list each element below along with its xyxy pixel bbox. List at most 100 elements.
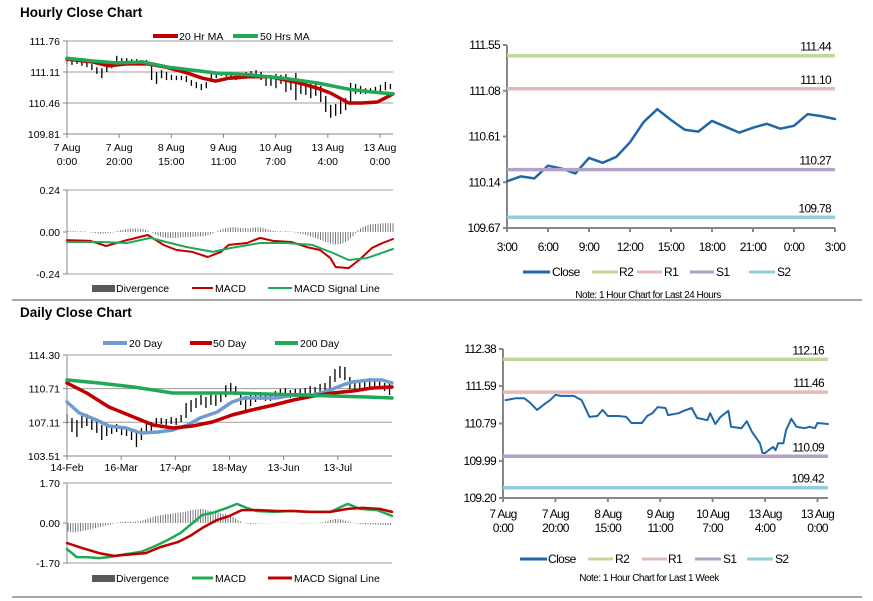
x-tick-label: 7 Aug [54, 142, 81, 154]
x-tick-label: 15:00 [595, 521, 623, 535]
x-tick-label: 0:00 [784, 240, 806, 254]
x-tick-label: 17-Apr [160, 462, 192, 474]
hourly-macd-legend: Divergence MACD MACD Signal Line [92, 283, 380, 295]
series-line-macd-signal-line [65, 506, 394, 558]
daily-chart-title: Daily Close Chart [20, 305, 132, 320]
weekly-pivot-legend: Close R2 R1 S1 S2 [520, 552, 790, 566]
x-tick-label: 4:00 [755, 521, 777, 535]
x-tick-label: 11:00 [647, 521, 674, 535]
y-tick-label: 114.30 [29, 350, 60, 362]
y-tick-label: 111.55 [469, 38, 501, 52]
x-tick-label: 13 Aug [749, 507, 782, 521]
x-tick-label: 7:00 [702, 521, 724, 535]
x-tick-label: 9:00 [579, 240, 601, 254]
y-tick-label: 107.11 [29, 417, 60, 429]
y-tick-label: 110.61 [468, 130, 501, 144]
legend-label-r1: R1 [668, 552, 683, 566]
y-tick-label: 110.14 [468, 175, 501, 189]
y-tick-label: 109.67 [467, 221, 501, 235]
legend-label-20hr-ma: 20 Hr MA [179, 31, 223, 43]
x-tick-label: 15:00 [158, 156, 184, 168]
level-label-r2: 112.16 [792, 343, 825, 357]
y-tick-label: 0.00 [40, 518, 61, 530]
series-line-macd-signal-line [66, 236, 394, 261]
legend-label-divergence: Divergence [116, 573, 169, 585]
x-tick-label: 8 Aug [594, 507, 621, 521]
x-tick-label: 7:00 [265, 156, 286, 168]
x-tick-label: 9 Aug [210, 142, 237, 154]
x-tick-label: 21:00 [740, 240, 768, 254]
x-tick-label: 0:00 [57, 156, 78, 168]
series-line-200-day [65, 378, 394, 400]
series-line-20-hr-ma [65, 57, 395, 105]
y-tick-label: 111.11 [30, 67, 60, 79]
x-tick-label: 13 Aug [801, 507, 834, 521]
hourly-price-legend: 20 Hr MA 50 Hrs MA [153, 31, 310, 43]
x-tick-label: 8 Aug [158, 142, 185, 154]
legend-label-20-day: 20 Day [129, 338, 163, 350]
y-tick-label: 109.81 [28, 129, 60, 141]
x-tick-label: 13-Jul [324, 462, 353, 474]
hourly-chart-title: Hourly Close Chart [20, 5, 143, 20]
daily-price-legend: 20 Day 50 Day 200 Day [103, 338, 340, 350]
daily-macd-legend: Divergence MACD MACD Signal Line [92, 573, 380, 585]
series-line-20-day [65, 378, 394, 435]
y-tick-label: 110.71 [29, 384, 60, 396]
x-tick-label: 16-Mar [105, 462, 139, 474]
legend-label-s1: S1 [716, 265, 730, 279]
y-tick-label: 1.70 [40, 478, 61, 490]
x-tick-label: 20:00 [542, 521, 570, 535]
x-tick-label: 3:00 [497, 240, 519, 254]
legend-label-50hrs-ma: 50 Hrs MA [260, 31, 310, 43]
hourly-pivot-plot: 111.55 111.08 110.61 110.14 109.67 3:00 6:00 9:… [467, 38, 847, 254]
level-label-s1: 110.09 [792, 440, 825, 454]
x-tick-label: 12:00 [617, 240, 645, 254]
y-tick-label: 111.76 [29, 36, 60, 48]
x-tick-label: 10 Aug [696, 507, 729, 521]
x-tick-label: 7 Aug [106, 142, 133, 154]
x-tick-label: 18-May [212, 462, 248, 474]
y-tick-label: 111.59 [465, 379, 497, 393]
legend-swatch-divergence [92, 285, 115, 292]
legend-label-s2: S2 [775, 552, 789, 566]
y-tick-label: 0.00 [40, 227, 61, 239]
x-tick-label: 18:00 [699, 240, 727, 254]
y-tick-label: 111.08 [469, 84, 501, 98]
legend-label-divergence: Divergence [116, 283, 169, 295]
level-label-s1: 110.27 [799, 154, 832, 168]
y-tick-label: 110.46 [29, 98, 60, 110]
level-label-r1: 111.46 [793, 376, 825, 390]
legend-label-close: Close [552, 265, 581, 279]
x-tick-label: 4:00 [318, 156, 339, 168]
series-line-50-hrs-ma [65, 56, 395, 96]
x-tick-label: 7 Aug [542, 507, 569, 521]
y-tick-label: 103.51 [28, 451, 60, 463]
x-tick-label: 3:00 [825, 240, 847, 254]
legend-swatch-divergence [92, 575, 115, 582]
weekly-pivot-note: Note: 1 Hour Chart for Last 1 Week [579, 573, 720, 584]
y-tick-label: 112.38 [464, 342, 497, 356]
level-label-r2: 111.44 [800, 40, 832, 54]
legend-label-50-day: 50 Day [213, 338, 247, 350]
y-tick-label: 0.24 [40, 185, 61, 197]
series-line-macd [66, 234, 394, 270]
x-tick-label: 9 Aug [647, 507, 674, 521]
x-tick-label: 14-Feb [50, 462, 83, 474]
y-tick-label: 109.99 [463, 454, 497, 468]
hourly-pivot-legend: Close R2 R1 S1 S2 [523, 265, 792, 279]
level-label-s2: 109.78 [798, 201, 832, 215]
x-tick-label: 15:00 [658, 240, 686, 254]
x-tick-label: 13-Jun [268, 462, 300, 474]
legend-label-macd-signal: MACD Signal Line [294, 283, 380, 295]
legend-label-macd: MACD [215, 573, 246, 585]
legend-label-r2: R2 [619, 265, 634, 279]
x-tick-label: 11:00 [211, 156, 237, 168]
legend-label-close: Close [548, 552, 577, 566]
x-tick-label: 7 Aug [489, 507, 516, 521]
hourly-macd-plot: 0.24 0.00 -0.24 [36, 185, 394, 281]
level-label-s2: 109.42 [791, 472, 825, 486]
x-tick-label: 10 Aug [259, 142, 292, 154]
